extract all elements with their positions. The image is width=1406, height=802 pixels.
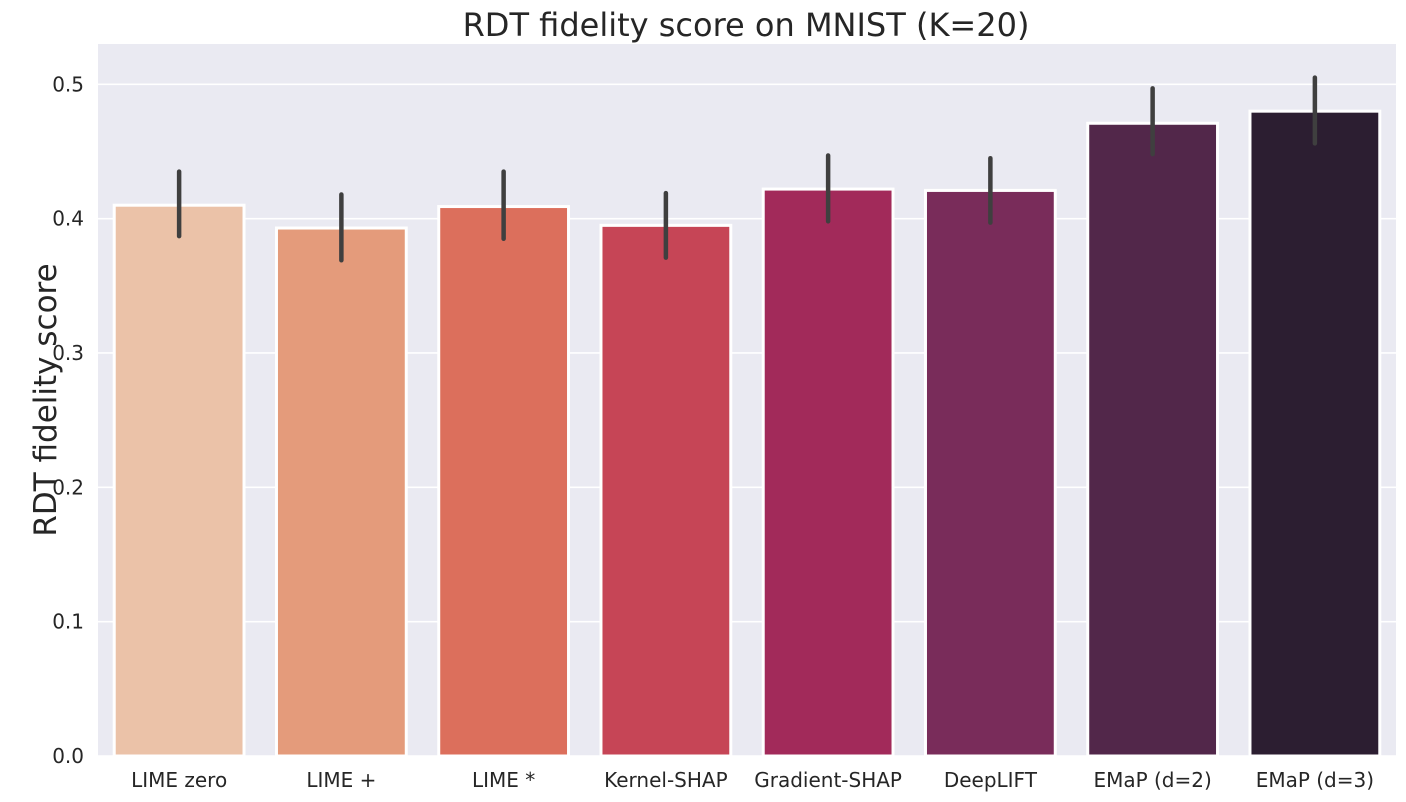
x-tick-label: EMaP (d=3): [1256, 768, 1374, 792]
x-tick-label: LIME *: [472, 768, 535, 792]
y-tick-label: 0.5: [52, 72, 84, 96]
bars: [112, 109, 1382, 758]
bar: [1086, 121, 1220, 758]
bar: [1248, 109, 1382, 758]
bar: [599, 223, 733, 758]
bar: [274, 226, 408, 758]
y-tick-label: 0.3: [52, 341, 84, 365]
x-tick-label: LIME zero: [131, 768, 227, 792]
y-tick-label: 0.2: [52, 475, 84, 499]
x-ticks: LIME zero LIME + LIME * Kernel-SHAP Gradient…: [131, 768, 1374, 792]
x-tick-label: Kernel-SHAP: [604, 768, 728, 792]
x-tick-label: Gradient-SHAP: [754, 768, 902, 792]
bar: [923, 188, 1057, 758]
bar: [761, 187, 895, 758]
y-tick-label: 0.0: [52, 744, 84, 768]
y-axis-label: RDT fidelity score: [28, 263, 64, 536]
y-tick-label: 0.1: [52, 610, 84, 634]
bar: [112, 203, 246, 758]
y-ticks: 0.0 0.1 0.2 0.3 0.4 0.5: [52, 72, 84, 768]
bar: [437, 205, 571, 758]
x-tick-label: EMaP (d=2): [1093, 768, 1211, 792]
chart-title: RDT fidelity score on MNIST (K=20): [463, 6, 1030, 44]
y-tick-label: 0.4: [52, 207, 84, 231]
x-tick-label: DeepLIFT: [944, 768, 1038, 792]
x-tick-label: LIME +: [306, 768, 376, 792]
error-bars: [176, 75, 1318, 263]
